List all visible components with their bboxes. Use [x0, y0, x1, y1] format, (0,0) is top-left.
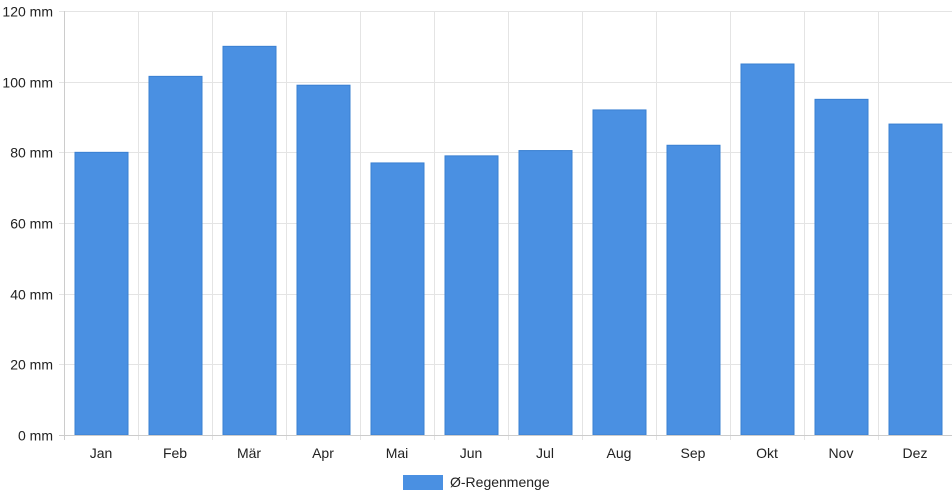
bars [74, 45, 943, 436]
legend-label: Ø-Regenmenge [450, 474, 550, 490]
bar-Nov[interactable] [814, 98, 869, 436]
bar-Okt[interactable] [740, 63, 795, 436]
bar-Jan[interactable] [74, 151, 129, 436]
x-tick-labels: Jan Feb Mär Apr Mai Jun Jul Aug Sep Okt Nov Dez [90, 445, 928, 461]
bar-Apr[interactable] [296, 84, 351, 436]
x-tick-label: Jul [536, 445, 554, 461]
y-tick-label: 40 mm [10, 287, 53, 303]
y-tick-label: 60 mm [10, 216, 53, 232]
x-tick-label: Okt [756, 445, 778, 461]
bar-Mai[interactable] [370, 162, 425, 436]
x-tick-label: Aug [607, 445, 632, 461]
y-tick-label: 120 mm [2, 4, 53, 20]
legend[interactable]: Ø-Regenmenge [403, 474, 550, 490]
legend-swatch [403, 475, 443, 490]
bar-Mär[interactable] [222, 45, 277, 436]
bar-Feb[interactable] [148, 75, 203, 436]
bar-Sep[interactable] [666, 144, 721, 436]
x-tick-label: Apr [312, 445, 334, 461]
y-tick-label: 20 mm [10, 357, 53, 373]
x-tick-label: Jan [90, 445, 113, 461]
x-tick-label: Dez [903, 445, 928, 461]
y-tick-label: 80 mm [10, 145, 53, 161]
bar-Jun[interactable] [444, 155, 499, 436]
y-tick-label: 100 mm [2, 75, 53, 91]
x-tick-label: Mär [237, 445, 261, 461]
x-tick-label: Feb [163, 445, 187, 461]
x-tick-label: Nov [829, 445, 854, 461]
y-tick-labels: 0 mm 20 mm 40 mm 60 mm 80 mm 100 mm 120 mm [2, 4, 53, 444]
axes [59, 11, 952, 440]
bar-Aug[interactable] [592, 109, 647, 436]
x-tick-label: Mai [386, 445, 409, 461]
x-tick-label: Sep [681, 445, 706, 461]
y-tick-label: 0 mm [18, 428, 53, 444]
x-tick-label: Jun [460, 445, 483, 461]
bar-Dez[interactable] [888, 123, 943, 436]
bar-Jul[interactable] [518, 150, 573, 436]
grid-lines [59, 11, 952, 440]
